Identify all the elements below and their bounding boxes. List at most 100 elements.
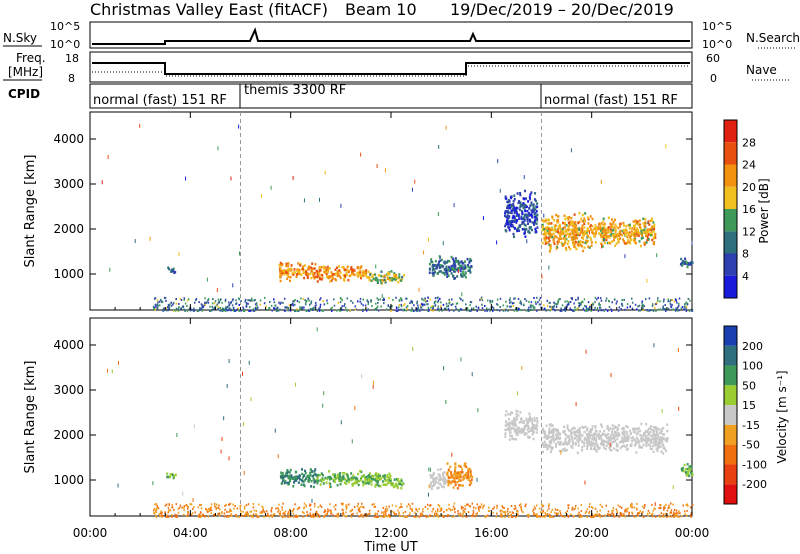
ground-scatter-cell (247, 503, 250, 506)
scatter-cell (636, 427, 639, 431)
ground-scatter-cell (589, 502, 591, 505)
ground-scatter-cell (293, 300, 295, 303)
ground-scatter-cell (501, 506, 504, 509)
ground-scatter-cell (462, 512, 464, 515)
ground-scatter-cell (564, 306, 566, 309)
ground-scatter-cell (684, 303, 686, 306)
scatter-cell (541, 223, 544, 227)
scatter-cell (621, 445, 624, 448)
scatter-cell (626, 241, 629, 244)
ground-scatter-cell (153, 508, 156, 511)
scatter-cell (434, 480, 437, 483)
scatter-cell (661, 440, 664, 443)
ground-scatter-cell (457, 512, 459, 515)
scatter-cell (606, 241, 609, 245)
scatter-cell (549, 246, 552, 250)
scatter-cell (463, 273, 466, 277)
ground-scatter-cell (270, 304, 273, 307)
ground-scatter-cell (586, 309, 588, 312)
noise-cell (497, 159, 499, 164)
ground-scatter-cell (642, 308, 644, 311)
ground-scatter-cell (599, 306, 601, 309)
scatter-cell (527, 430, 530, 434)
scatter-cell (550, 439, 553, 442)
ground-scatter-cell (223, 512, 226, 515)
scatter-cell (436, 476, 439, 480)
scatter-cell (504, 224, 507, 228)
ground-scatter-cell (259, 303, 262, 306)
scatter-cell (607, 426, 610, 429)
ground-scatter-cell (175, 307, 178, 310)
ground-scatter-cell (655, 309, 657, 312)
scatter-cell (589, 228, 592, 231)
ground-scatter-cell (513, 297, 515, 300)
scatter-cell (520, 209, 523, 213)
scatter-cell (468, 476, 471, 479)
ground-scatter-cell (598, 513, 600, 516)
ground-scatter-cell (326, 302, 329, 305)
scatter-cell (594, 437, 597, 440)
scatter-cell (308, 265, 311, 269)
ground-scatter-cell (166, 514, 168, 517)
scatter-cell (504, 195, 507, 198)
ground-scatter-cell (459, 297, 461, 300)
scatter-cell (507, 428, 510, 431)
ground-scatter-cell (391, 510, 393, 513)
scatter-cell (306, 276, 309, 280)
scatter-cell (327, 269, 330, 272)
ground-scatter-cell (460, 514, 462, 517)
scatter-cell (371, 275, 374, 279)
scatter-cell (527, 200, 530, 203)
scatter-cell (327, 276, 330, 280)
ground-scatter-cell (525, 299, 528, 302)
ground-scatter-cell (538, 515, 540, 518)
scatter-cell (684, 257, 687, 260)
scatter-cell (555, 428, 558, 431)
scatter-cell (595, 228, 598, 232)
ground-scatter-cell (273, 298, 275, 301)
ground-scatter-cell (316, 512, 319, 515)
scatter-cell (619, 225, 622, 228)
noise-cell (228, 456, 230, 461)
ground-scatter-cell (670, 306, 673, 309)
scatter-cell (442, 479, 445, 482)
ground-scatter-cell (406, 305, 409, 308)
ground-scatter-cell (274, 304, 276, 307)
scatter-cell (624, 233, 627, 237)
scatter-cell (658, 439, 661, 442)
ground-scatter-cell (618, 306, 621, 309)
ground-scatter-cell (187, 511, 189, 514)
scatter-cell (591, 428, 594, 431)
ground-scatter-cell (598, 514, 601, 517)
scatter-cell (567, 441, 570, 444)
ground-scatter-cell (162, 514, 164, 517)
ground-scatter-cell (276, 306, 279, 309)
ground-scatter-cell (215, 503, 218, 506)
scatter-cell (287, 275, 290, 278)
ground-scatter-cell (402, 309, 404, 312)
scatter-cell (525, 197, 528, 200)
scatter-cell (458, 474, 461, 478)
scatter-cell (450, 264, 453, 268)
scatter-cell (398, 480, 401, 483)
scatter-cell (578, 427, 581, 431)
scatter-cell (591, 425, 594, 428)
ground-scatter-cell (520, 303, 523, 306)
ground-scatter-cell (504, 511, 506, 514)
scatter-cell (622, 426, 625, 430)
scatter-cell (288, 471, 291, 474)
scatter-cell (602, 439, 605, 442)
scatter-cell (542, 233, 545, 236)
scatter-cell (611, 424, 614, 427)
scatter-cell (591, 434, 594, 438)
scatter-cell (599, 225, 602, 229)
scatter-cell (384, 483, 387, 486)
scatter-cell (549, 244, 552, 248)
scatter-cell (359, 269, 362, 273)
ground-scatter-cell (323, 511, 325, 514)
ground-scatter-cell (304, 299, 306, 302)
ground-scatter-cell (337, 301, 340, 304)
scatter-cell (623, 240, 626, 243)
ground-scatter-cell (427, 306, 430, 309)
ground-scatter-cell (161, 515, 163, 518)
